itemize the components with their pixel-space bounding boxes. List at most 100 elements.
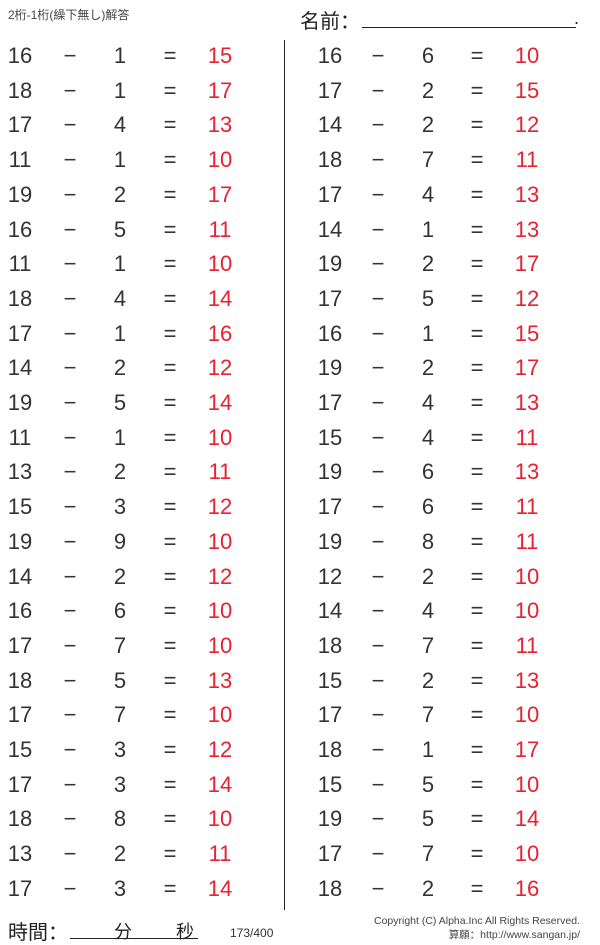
left-problem-11-answer: 14 — [207, 390, 233, 415]
right-problem-8-answer: 12 — [514, 285, 540, 311]
left-problem-22-subtrahend: 3 — [113, 771, 127, 797]
right-problem-14-subtrahend: 6 — [421, 494, 435, 520]
left-problem-24-subtrahend: 2 — [113, 841, 127, 867]
left-problem-3-operator: − — [63, 112, 77, 138]
left-problem-7-minuend: 11 — [8, 251, 32, 277]
left-problem-19-subtrahend: 5 — [113, 667, 127, 693]
right-problem-12-operator: − — [371, 424, 385, 450]
left-problem-25-answer: 14 — [207, 875, 233, 901]
left-problem-12-operator: − — [63, 424, 77, 450]
left-problem-17-minuend: 16 — [7, 598, 33, 624]
right-problem-21-operator: − — [371, 737, 385, 762]
right-problem-14-operator: − — [371, 494, 385, 520]
right-problem-24-operator: − — [371, 841, 385, 867]
left-problem-2-subtrahend: 1 — [113, 77, 127, 103]
right-problem-3-minuend: 14 — [317, 112, 343, 138]
left-problem-3-answer: 13 — [207, 112, 233, 138]
left-problem-12-equals: = — [163, 424, 177, 450]
left-problem-13-minuend: 13 — [7, 459, 33, 485]
left-problem-20-answer: 10 — [207, 702, 233, 728]
right-problem-13-operator: − — [371, 459, 385, 485]
left-problem-4-minuend: 11 — [8, 147, 32, 173]
right-problem-21-answer: 17 — [514, 737, 540, 762]
left-problem-11-operator: − — [63, 390, 77, 415]
left-problem-15-answer: 10 — [207, 528, 233, 554]
left-problem-5-subtrahend: 2 — [113, 181, 127, 207]
right-problem-16-minuend: 12 — [317, 563, 343, 589]
time-label: 時間： — [8, 922, 68, 944]
right-problem-16-answer: 10 — [514, 563, 540, 589]
left-problem-6-operator: − — [63, 216, 77, 242]
right-problem-20-operator: − — [371, 702, 385, 728]
right-problem-1-operator: − — [371, 43, 385, 68]
left-problem-18-equals: = — [163, 632, 177, 658]
copyright-block: Copyright (C) Alpha.Inc All Rights Reser… — [374, 914, 580, 942]
right-problem-25-minuend: 18 — [317, 875, 343, 901]
right-problem-10-subtrahend: 2 — [421, 355, 435, 381]
right-problem-20-subtrahend: 7 — [421, 702, 435, 728]
name-input-line[interactable] — [362, 27, 576, 28]
left-problem-10-equals: = — [163, 355, 177, 381]
left-problem-8-equals: = — [163, 285, 177, 311]
left-problem-20-equals: = — [163, 702, 177, 728]
right-problem-5-minuend: 17 — [317, 181, 343, 207]
right-problem-7-answer: 17 — [514, 251, 540, 277]
right-problem-8-minuend: 17 — [317, 285, 343, 311]
time-input-line[interactable] — [70, 938, 198, 939]
right-problem-22-answer: 10 — [514, 771, 540, 797]
left-problem-5-minuend: 19 — [7, 181, 33, 207]
right-problem-8-equals: = — [470, 285, 484, 311]
right-problem-13-answer: 13 — [514, 459, 540, 485]
right-problem-20-minuend: 17 — [317, 702, 343, 728]
right-problem-6-answer: 13 — [514, 216, 540, 242]
left-problem-17-answer: 10 — [207, 598, 233, 624]
right-problem-17-minuend: 14 — [317, 598, 343, 624]
right-problem-5-operator: − — [371, 181, 385, 207]
right-problem-3-equals: = — [470, 112, 484, 138]
right-problem-3-subtrahend: 2 — [421, 112, 435, 138]
right-problem-20-equals: = — [470, 702, 484, 728]
right-problem-4-answer: 11 — [515, 147, 539, 173]
left-problem-22-answer: 14 — [207, 771, 233, 797]
name-end-mark: . — [574, 8, 580, 28]
left-problem-17-subtrahend: 6 — [113, 598, 127, 624]
right-problem-9-subtrahend: 1 — [421, 320, 435, 346]
left-problem-2-answer: 17 — [207, 77, 233, 103]
right-problem-13-subtrahend: 6 — [421, 459, 435, 485]
left-problem-1-operator: − — [63, 43, 77, 68]
right-problem-8-subtrahend: 5 — [421, 285, 435, 311]
left-problem-5-answer: 17 — [207, 181, 233, 207]
left-problem-21-minuend: 15 — [7, 737, 33, 762]
right-problem-25-answer: 16 — [514, 875, 540, 901]
right-problem-14-minuend: 17 — [317, 494, 343, 520]
right-problem-10-operator: − — [371, 355, 385, 381]
left-problem-13-subtrahend: 2 — [113, 459, 127, 485]
right-problem-7-operator: − — [371, 251, 385, 277]
left-problem-23-operator: − — [63, 806, 77, 832]
right-problem-7-subtrahend: 2 — [421, 251, 435, 277]
left-problem-18-answer: 10 — [207, 632, 233, 658]
left-problem-16-subtrahend: 2 — [113, 563, 127, 589]
left-problem-16-operator: − — [63, 563, 77, 589]
left-problem-6-minuend: 16 — [7, 216, 33, 242]
left-problem-24-answer: 11 — [208, 841, 232, 867]
left-problem-16-equals: = — [163, 563, 177, 589]
right-problem-19-minuend: 15 — [317, 667, 343, 693]
left-problem-14-operator: − — [63, 494, 77, 520]
left-problem-9-minuend: 17 — [7, 320, 33, 346]
left-problem-19-answer: 13 — [207, 667, 233, 693]
left-problem-11-subtrahend: 5 — [113, 390, 127, 415]
right-problem-22-equals: = — [470, 771, 484, 797]
left-problem-9-equals: = — [163, 320, 177, 346]
right-problem-3-answer: 12 — [514, 112, 540, 138]
left-problem-11-minuend: 19 — [7, 390, 33, 415]
right-problem-12-equals: = — [470, 424, 484, 450]
left-problem-14-minuend: 15 — [7, 494, 33, 520]
right-problem-5-subtrahend: 4 — [421, 181, 435, 207]
right-problem-23-equals: = — [470, 806, 484, 832]
left-problem-2-equals: = — [163, 77, 177, 103]
left-problem-7-operator: − — [63, 251, 77, 277]
right-problem-24-equals: = — [470, 841, 484, 867]
right-problem-19-answer: 13 — [514, 667, 540, 693]
right-problem-13-equals: = — [470, 459, 484, 485]
